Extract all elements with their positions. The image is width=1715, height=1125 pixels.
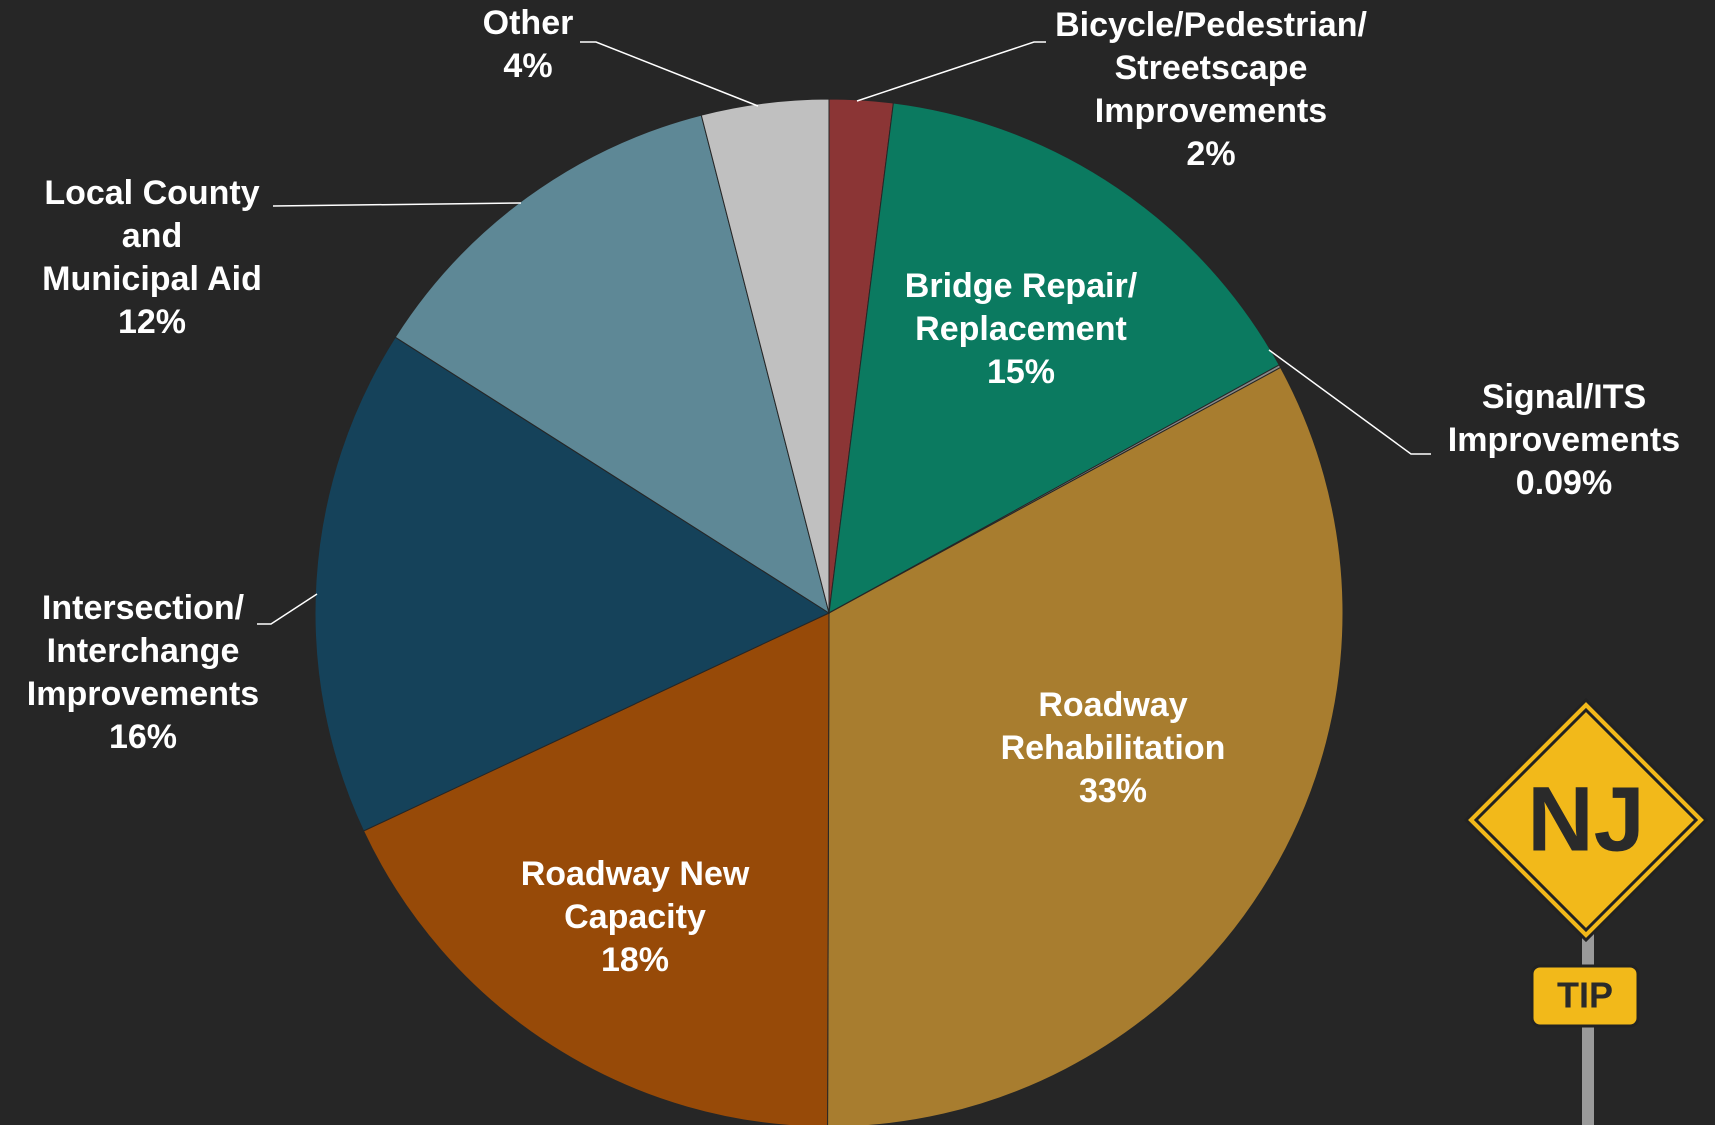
slice-value-label: 33% [1079, 772, 1147, 810]
slice-value-label: 15% [987, 353, 1055, 391]
slice-value-label: 18% [601, 941, 669, 979]
slice-label: Rehabilitation [1001, 729, 1226, 767]
leader-line [580, 41, 759, 107]
slice-label: Roadway New [521, 855, 750, 893]
leader-line [856, 41, 1046, 102]
slice-label: Interchange [47, 632, 240, 670]
slice-value-label: 12% [118, 303, 186, 341]
pie-slice [362, 612, 830, 1125]
pie-slice [700, 98, 830, 614]
slice-label: Intersection/ [42, 589, 245, 627]
sign-tip-box [1530, 964, 1640, 1028]
labels: Bicycle/Pedestrian/Streetscape Improvemen… [27, 4, 1680, 979]
leader-line [272, 202, 522, 207]
slice-label: Signal/ITS [1482, 378, 1646, 416]
slice-label: Bicycle/Pedestrian/ [1055, 6, 1367, 44]
slice-label: Streetscape [1115, 49, 1308, 87]
pie-slice [827, 366, 1344, 1125]
slice-label: Bridge Repair/ [905, 267, 1138, 305]
pie-slice [394, 114, 830, 615]
slice-label: Capacity [564, 898, 706, 936]
sign-subtitle: TIP [1557, 975, 1613, 1016]
slice-value-label: 0.09% [1516, 464, 1612, 502]
pie [314, 98, 1344, 1125]
slice-value-label: 16% [109, 718, 177, 756]
slice-label: Local County [44, 174, 259, 212]
slice-value-label: 2% [1186, 135, 1235, 173]
slice-label: and [122, 217, 182, 255]
sign-title: NJ [1527, 768, 1645, 870]
pie-slice [828, 102, 1280, 614]
leader-line [1268, 349, 1431, 455]
pie-slice [314, 336, 831, 832]
slice-label: Replacement [915, 310, 1127, 348]
slice-label: Improvements [1095, 92, 1327, 130]
nj-sign: NJ TIP [1463, 697, 1709, 1125]
slice-label: Other [483, 4, 574, 42]
leader-line [257, 593, 318, 625]
slice-label: Improvements [1448, 421, 1680, 459]
slice-value-label: 4% [503, 47, 552, 85]
slice-label: Improvements [27, 675, 259, 713]
sign-diamond [1463, 697, 1709, 943]
slice-label: Roadway [1038, 686, 1187, 724]
slice-label: Municipal Aid [42, 260, 262, 298]
sign-border [1473, 707, 1699, 933]
